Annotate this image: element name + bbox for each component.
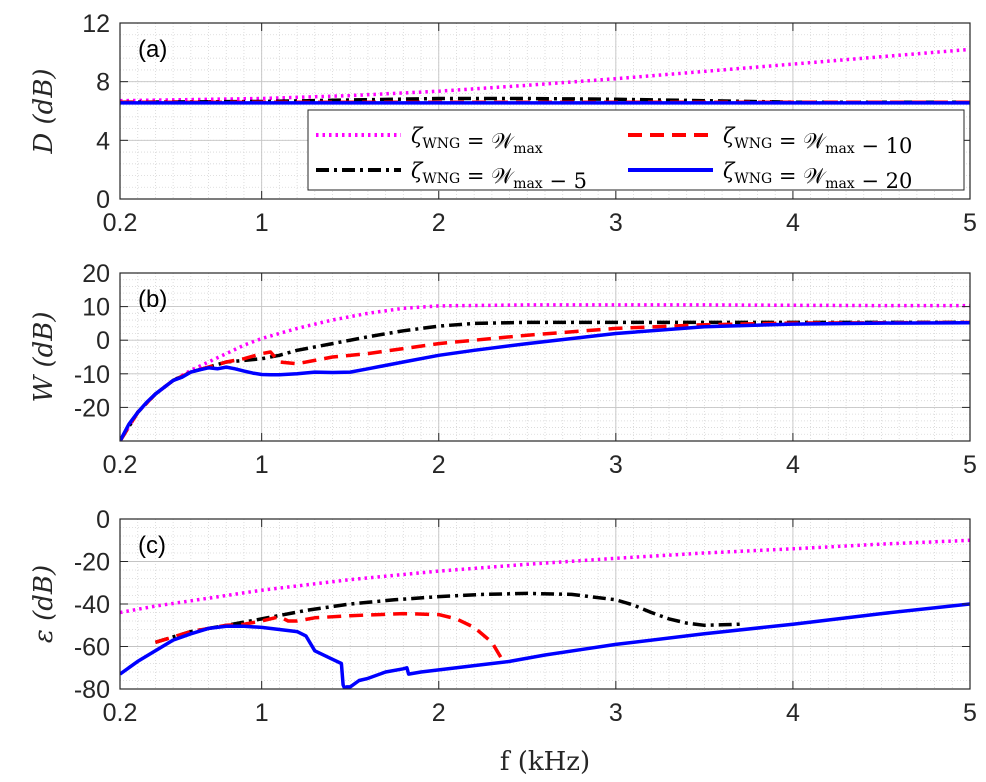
series-line-solid [120, 320, 970, 441]
series-line-dashdot [154, 591, 740, 644]
x-axis-label: f (kHz) [500, 747, 590, 777]
legend-label: ζWNG = 𝒲max − 5 [411, 159, 587, 193]
y-tick-label: -20 [74, 549, 110, 577]
x-tick-label: 5 [963, 209, 977, 237]
y-tick-label: -20 [74, 394, 110, 422]
y-tick-label: 10 [82, 294, 110, 322]
x-tick-label: 4 [786, 699, 800, 727]
y-axis-label: D (dB) [29, 68, 59, 154]
x-tick-label: 2 [432, 209, 446, 237]
panel-label: (a) [138, 36, 167, 63]
y-tick-label: 4 [96, 127, 110, 155]
y-tick-label: -60 [74, 634, 110, 662]
x-tick-label: 3 [609, 209, 623, 237]
axes-box [119, 272, 971, 442]
x-tick-label: 2 [432, 451, 446, 479]
x-tick-label: 4 [786, 451, 800, 479]
x-tick-label: 4 [786, 209, 800, 237]
legend-box [307, 109, 965, 191]
panel-label: (b) [138, 286, 167, 313]
y-tick-label: 20 [82, 260, 110, 288]
y-tick-label: -10 [74, 361, 110, 389]
x-tick-label: 3 [609, 451, 623, 479]
series-group [120, 538, 970, 689]
y-axis-label: W (dB) [29, 311, 59, 402]
legend-label: ζWNG = 𝒲max − 10 [723, 124, 912, 158]
x-tick-label: 1 [255, 209, 269, 237]
series-group [120, 47, 970, 105]
x-tick-label: 0.2 [103, 209, 138, 237]
y-axis-label: ε (dB) [29, 565, 59, 643]
y-tick-label: -40 [74, 591, 110, 619]
axes-box [119, 22, 971, 200]
series-line-solid [120, 602, 970, 689]
y-tick-label: 0 [96, 186, 110, 214]
x-tick-label: 0.2 [103, 699, 138, 727]
x-tick-label: 1 [255, 699, 269, 727]
panel-label: (c) [138, 532, 166, 559]
x-tick-label: 2 [432, 699, 446, 727]
y-tick-label: 0 [96, 327, 110, 355]
x-tick-label: 1 [255, 451, 269, 479]
panel-c: 0.2 1 2 3 4 5 -80 -60 -40 -20 0 ε (dB) f (kHz) (c) [29, 506, 977, 777]
series-group [120, 303, 970, 441]
y-tick-label: 0 [96, 506, 110, 534]
x-tick-label: 0.2 [103, 451, 138, 479]
y-tick-label: 8 [96, 69, 110, 97]
y-tick-label: 12 [82, 10, 110, 38]
panel-b: 0.2 1 2 3 4 5 -20 -10 0 10 20 W (dB) (b) [29, 260, 977, 479]
legend-label: ζWNG = 𝒲max [411, 124, 543, 157]
legend-label: ζWNG = 𝒲max − 20 [723, 159, 912, 193]
y-tick-label: -80 [74, 676, 110, 704]
series-line-dashed [154, 611, 503, 658]
x-tick-label: 3 [609, 699, 623, 727]
x-tick-label: 5 [963, 699, 977, 727]
x-tick-label: 5 [963, 451, 977, 479]
